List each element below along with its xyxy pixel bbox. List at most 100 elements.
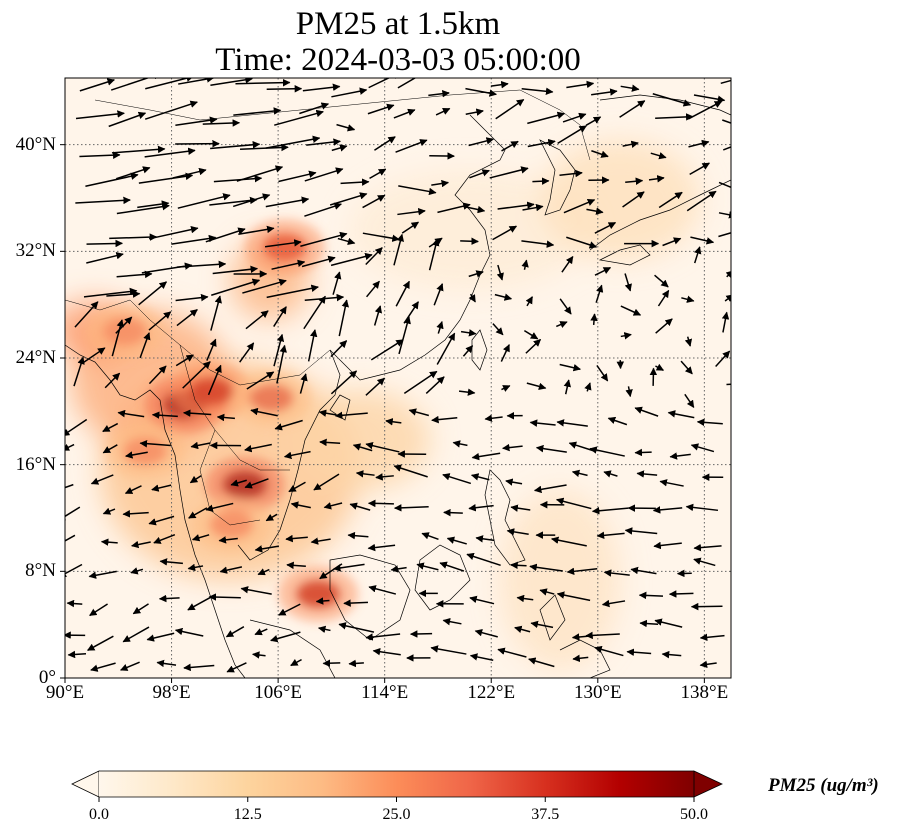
wind-arrow [65, 443, 75, 451]
wind-arrow [622, 191, 645, 208]
wind-arrow [334, 411, 368, 420]
wind-arrow [352, 443, 373, 452]
wind-arrow [65, 534, 76, 542]
wind-arrow [236, 165, 284, 182]
wind-arrow [362, 232, 400, 242]
wind-arrow [653, 541, 682, 550]
wind-arrow [492, 323, 504, 336]
wind-arrow [393, 464, 428, 478]
wind-arrow [86, 239, 123, 248]
wind-arrow [428, 89, 450, 98]
colorbar-title: PM25 (ug/m³) [768, 775, 879, 796]
wind-arrow [490, 80, 509, 89]
wind-arrow [288, 481, 306, 493]
lat-tick-label: 32°N [15, 240, 56, 262]
wind-arrow [213, 174, 263, 183]
wind-arrow [594, 645, 624, 657]
wind-arrow [106, 290, 141, 298]
wind-arrow [566, 80, 595, 89]
wind-arrow [317, 625, 331, 634]
wind-arrow [286, 561, 306, 570]
wind-arrow [685, 503, 719, 512]
wind-arrow [495, 98, 525, 120]
wind-arrow [75, 196, 131, 205]
wind-arrow [131, 540, 151, 549]
wind-arrow [403, 370, 438, 394]
wind-arrow [516, 594, 534, 603]
wind-arrow [528, 657, 555, 668]
wind-arrow [566, 567, 598, 576]
wind-arrow [331, 144, 348, 152]
wind-arrow [521, 240, 555, 248]
wind-arrow [699, 633, 725, 642]
wind-arrow [303, 295, 326, 330]
wind-arrow [178, 78, 215, 85]
wind-arrow [506, 528, 529, 536]
wind-arrow [79, 151, 121, 159]
wind-arrow [684, 393, 695, 408]
wind-arrow [505, 478, 523, 486]
wind-arrow [668, 590, 694, 598]
wind-arrow [591, 150, 609, 158]
wind-arrow [240, 586, 272, 595]
wind-arrow [492, 225, 518, 241]
wind-arrow [539, 588, 555, 596]
pm25-hotspot-halo [84, 303, 165, 360]
wind-arrow [264, 239, 302, 248]
wind-arrow [182, 409, 212, 417]
wind-arrow [117, 409, 145, 418]
wind-arrow [336, 123, 356, 132]
wind-arrow [469, 169, 490, 179]
wind-arrow [535, 444, 567, 453]
wind-arrow [257, 568, 270, 576]
wind-arrow [148, 311, 172, 331]
wind-arrow [584, 382, 592, 392]
wind-arrow [662, 237, 682, 247]
wind-arrow [648, 175, 665, 183]
map-subtitle: Time: 2024-03-03 05:00:00 [215, 42, 581, 78]
wind-arrow [205, 502, 234, 512]
wind-arrow [661, 650, 682, 659]
wind-arrow [462, 345, 474, 357]
wind-arrow [655, 363, 665, 371]
wind-arrow [689, 162, 710, 176]
wind-arrow [624, 527, 658, 535]
wind-arrow [718, 232, 731, 238]
wind-arrow [572, 654, 589, 663]
wind-arrow [667, 410, 695, 419]
wind-arrow [474, 629, 498, 638]
wind-arrow [210, 295, 222, 331]
wind-arrow [715, 350, 731, 367]
wind-arrow [319, 438, 341, 447]
wind-arrow [73, 356, 85, 387]
wind-arrow [460, 237, 479, 245]
wind-arrow [148, 365, 167, 385]
wind-arrow [139, 332, 151, 359]
wind-arrow [395, 280, 410, 307]
wind-arrow [230, 479, 247, 487]
wind-arrow [684, 336, 693, 347]
wind-arrow [83, 287, 138, 298]
wind-arrow [436, 332, 456, 365]
wind-arrow [634, 406, 659, 417]
wind-arrow [299, 102, 330, 115]
wind-arrow [299, 373, 308, 394]
wind-arrow [690, 236, 715, 245]
wind-arrow [690, 443, 715, 453]
wind-arrow [85, 172, 139, 188]
wind-arrow [530, 620, 554, 629]
wind-arrow [556, 591, 591, 602]
wind-arrow [718, 211, 731, 219]
wind-arrow [365, 247, 383, 265]
wind-arrow [527, 138, 556, 148]
wind-arrow [693, 557, 716, 567]
wind-arrow [90, 474, 114, 485]
wind-arrow [175, 354, 194, 367]
wind-arrow [250, 407, 278, 417]
wind-arrow [300, 231, 348, 248]
wind-arrow [120, 661, 140, 671]
wind-vectors [65, 78, 731, 673]
wind-arrow [301, 255, 336, 268]
wind-arrow [265, 196, 310, 208]
wind-arrow [556, 419, 588, 427]
